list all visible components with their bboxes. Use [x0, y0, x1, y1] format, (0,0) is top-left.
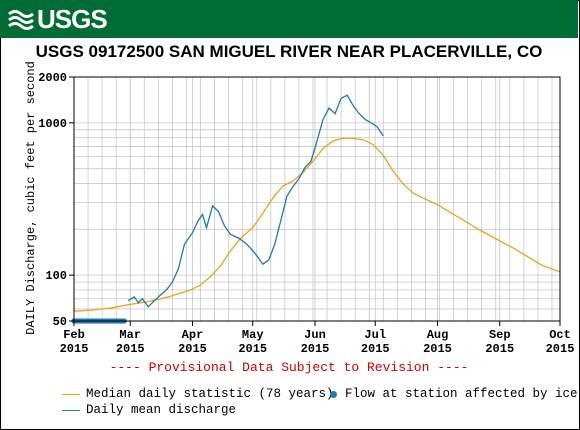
- legend-median: Median daily statistic (78 years): [62, 387, 334, 401]
- legend-daily-label: Daily mean discharge: [86, 403, 237, 417]
- x-tick-month: May: [242, 328, 264, 342]
- usgs-logo[interactable]: USGS: [8, 4, 108, 34]
- plot-border: [73, 76, 561, 322]
- x-tick-year: 2015: [485, 342, 514, 356]
- axes: 2000100010050Feb2015Mar2015Apr2015May201…: [38, 71, 574, 356]
- x-tick-year: 2015: [301, 342, 330, 356]
- legend-median-swatch: [62, 393, 80, 395]
- x-tick-month: Sep: [489, 328, 511, 342]
- legend-daily: Daily mean discharge: [62, 403, 236, 417]
- series-lines: [71, 94, 561, 324]
- x-tick-month: Feb: [63, 328, 85, 342]
- x-tick-month: Jun: [304, 328, 326, 342]
- x-tick-month: Mar: [119, 328, 141, 342]
- y-tick-label: 100: [45, 269, 67, 283]
- x-tick-year: 2015: [60, 342, 89, 356]
- x-tick-year: 2015: [423, 342, 452, 356]
- x-tick-year: 2015: [116, 342, 145, 356]
- x-tick-year: 2015: [178, 342, 207, 356]
- y-tick-label: 50: [53, 315, 67, 329]
- legend-median-label: Median daily statistic (78 years): [86, 387, 334, 401]
- series-line-0: [73, 137, 561, 312]
- legend-ice-swatch: [330, 390, 337, 398]
- x-tick-month: Apr: [182, 328, 204, 342]
- x-tick-month: Jul: [364, 328, 386, 342]
- series-line-1: [127, 94, 384, 308]
- grid-lines: [73, 76, 561, 322]
- legend-ice-label: Flow at station affected by ice: [345, 387, 578, 401]
- usgs-wave-icon: [8, 10, 34, 30]
- x-tick-year: 2015: [238, 342, 267, 356]
- provisional-notice: ---- Provisional Data Subject to Revisio…: [109, 360, 469, 375]
- legend-daily-swatch: [62, 409, 80, 411]
- x-tick-year: 2015: [546, 342, 575, 356]
- y-axis-label: DAILY Discharge, cubic feet per second: [24, 61, 38, 335]
- usgs-logo-text: USGS: [37, 4, 108, 34]
- legend-ice: Flow at station affected by ice: [330, 387, 578, 401]
- y-tick-label: 2000: [38, 71, 67, 85]
- chart-title: USGS 09172500 SAN MIGUEL RIVER NEAR PLAC…: [35, 42, 543, 61]
- x-tick-month: Oct: [549, 328, 571, 342]
- x-tick-month: Aug: [427, 328, 449, 342]
- y-tick-label: 1000: [38, 117, 67, 131]
- usgs-banner: USGS: [0, 0, 578, 38]
- x-tick-year: 2015: [361, 342, 390, 356]
